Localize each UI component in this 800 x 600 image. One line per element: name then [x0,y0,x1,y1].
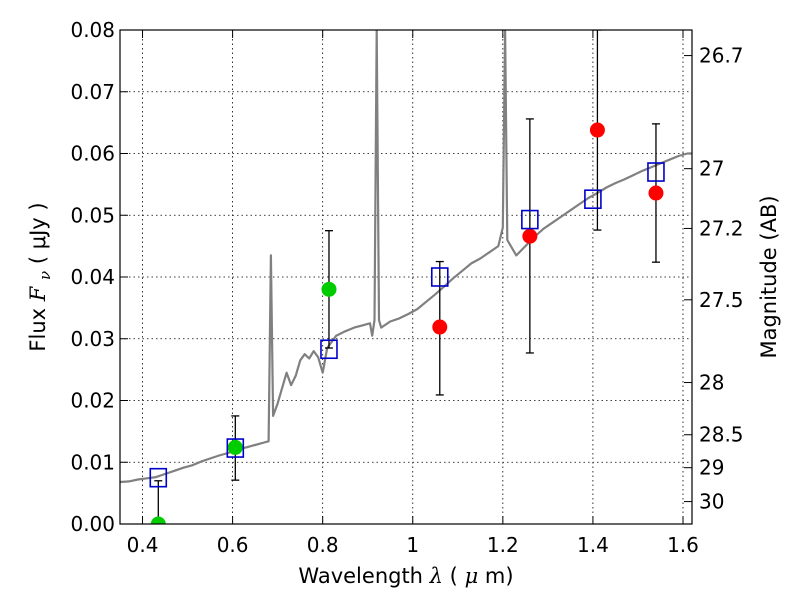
x-tick-label: 0.4 [127,533,159,557]
model-photometry-point [226,438,245,458]
mag-tick-label: 29 [699,456,724,480]
x-tick-label: 0.6 [217,533,249,557]
observed-green-point [321,281,337,297]
y-tick-label: 0.01 [70,450,115,474]
mag-tick-label: 26.7 [699,44,744,68]
y-tick-label: 0.08 [70,18,115,42]
y-tick-label: 0.06 [70,142,115,166]
x-tick-label: 1 [406,533,419,557]
tick-marks [120,29,692,525]
plot-area [120,30,692,524]
observed-red-point [589,122,605,138]
model-photometry-point [521,209,539,230]
plot-clip-group [120,30,692,524]
x-tick-label: 1.2 [487,533,519,557]
x-axis-label-unit-close: m) [485,564,514,588]
mag-tick-label: 30 [699,490,724,514]
y2-axis-label: Magnitude (AB) [757,195,781,358]
y-axis-label-F: F [26,285,50,302]
observed-green-point [227,439,243,455]
spectrum-line [120,30,692,484]
y-tick-label: 0.04 [70,265,115,289]
mag-tick-label: 28.5 [699,423,744,447]
grid-lines [120,29,692,525]
model-photometry-point [320,339,338,360]
x-tick-label: 1.6 [667,533,699,557]
model-photometry-point [584,189,602,209]
observed-red-point [522,228,538,244]
x-axis-label-unit-open: ( [450,564,458,588]
mag-tick-label: 27 [699,157,724,181]
x-axis-label-mu: μ [465,564,479,588]
x-tick-label: 1.4 [577,533,609,557]
y-tick-label: 0.03 [70,327,115,351]
y-tick-label: 0.00 [70,512,115,536]
model-photometry-point [430,267,449,287]
y-axis-label-prefix: Flux [26,301,50,351]
y-axis-label: Flux F ν ( μJy ) [26,202,55,351]
y-tick-label: 0.05 [70,203,115,227]
mag-tick-label: 27.5 [699,288,744,312]
tick-labels: 0.4 0.6 0.8 1 1.2 1.4 1.6 0.00 0.01 0.02 0.03 0.04 0… [70,18,743,557]
model-photometry-point [149,467,168,488]
y-axis-label-unit: ( μJy ) [26,202,50,264]
y-tick-label: 0.02 [70,389,115,413]
x-tick-label: 0.8 [307,533,339,557]
observed-red-point [648,185,664,201]
x-axis-label-prefix: Wavelength [298,564,429,588]
model-photometry-point [647,162,665,182]
mag-tick-label: 28 [699,371,724,395]
y-axis-label-nu: ν [36,271,54,280]
observed-green-point [150,516,166,524]
x-axis-label-lambda: λ [429,564,443,588]
mag-tick-label: 27.2 [699,216,744,240]
y-tick-label: 0.07 [70,80,115,104]
observed-red-point [432,319,448,335]
x-axis-label: Wavelength λ ( μ m) [298,564,513,588]
